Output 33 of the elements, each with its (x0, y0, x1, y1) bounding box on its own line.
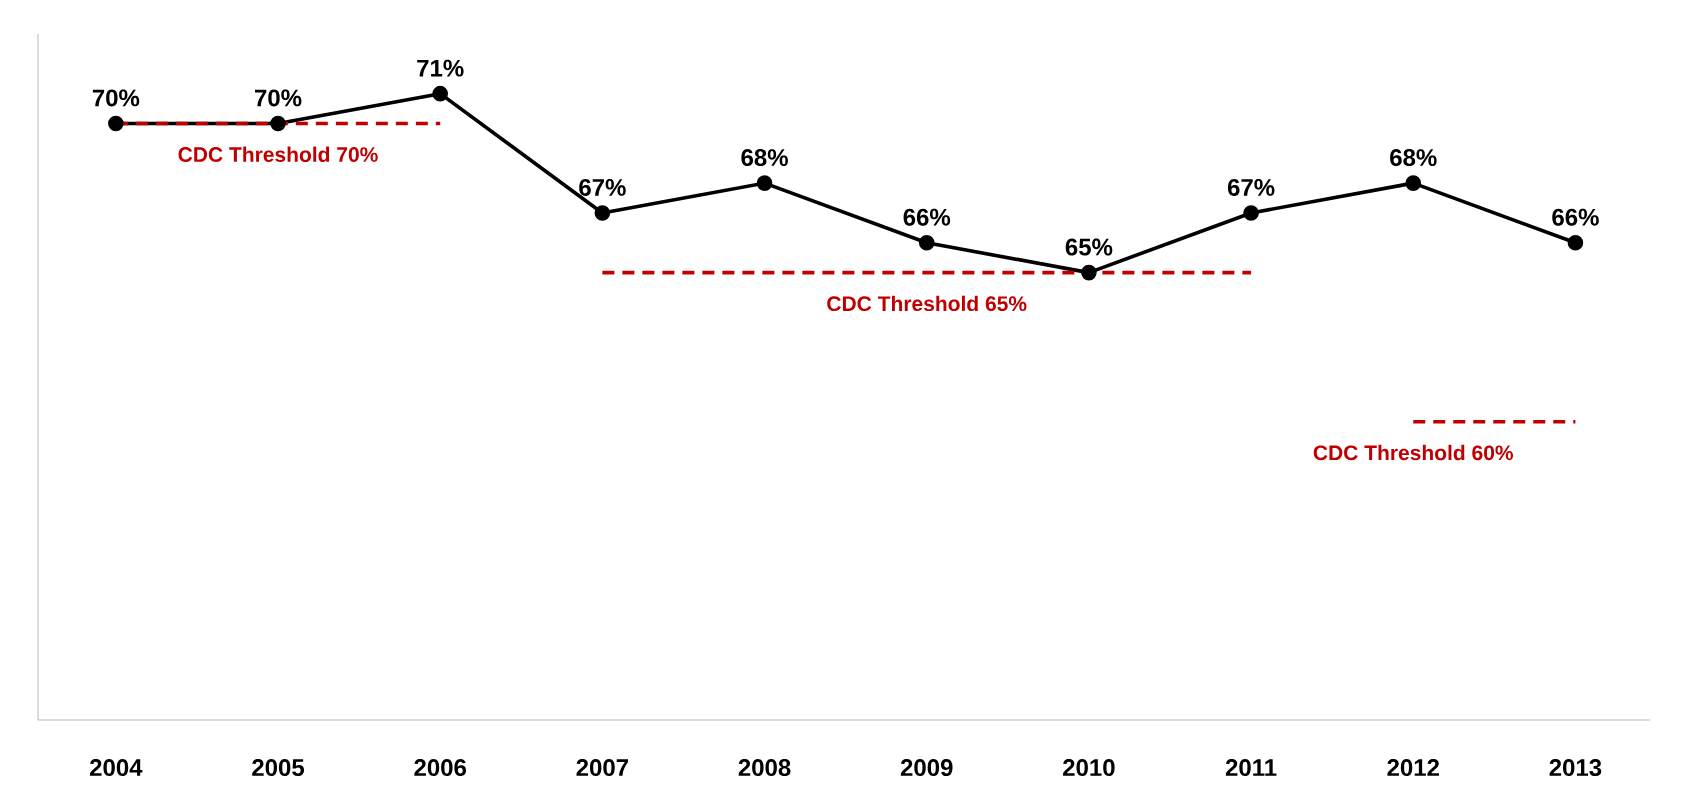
point (270, 115, 286, 132)
x-tick-label: 2004 (90, 759, 143, 777)
data-label: 68% (741, 149, 788, 167)
x-tick-label: 2011 (1225, 759, 1277, 777)
data-label: 70% (92, 89, 140, 107)
x-tick-label: 2010 (1063, 759, 1115, 777)
x-tick-label: 2008 (738, 759, 791, 777)
point (432, 85, 448, 102)
point (594, 205, 611, 221)
data-label: 68% (1390, 149, 1437, 167)
data-label: 66% (1552, 208, 1599, 226)
data-label: 67% (1227, 178, 1275, 196)
point (1567, 234, 1584, 251)
x-tick-label: 2009 (900, 759, 953, 777)
data-label: 71% (417, 59, 464, 77)
x-tick-label: 2013 (1549, 759, 1602, 777)
x-tick-label: 2006 (414, 759, 467, 777)
annotation: CDC Threshold 65% (827, 295, 1027, 312)
point (756, 175, 773, 191)
x-tick-label: 2007 (576, 759, 629, 777)
x-tick-label: 2005 (252, 759, 305, 777)
data-label: 70% (255, 89, 302, 107)
point (108, 115, 124, 132)
point (1405, 175, 1422, 191)
annotation: CDC Threshold 60% (1313, 444, 1514, 461)
data-label: 65% (1065, 238, 1113, 256)
x-tick-label: 2012 (1387, 759, 1439, 777)
point (918, 234, 935, 251)
data-label: 66% (903, 208, 951, 226)
point (1081, 264, 1097, 281)
data-label: 67% (579, 178, 626, 196)
point (1243, 205, 1259, 221)
annotation: CDC Threshold 70% (178, 146, 378, 162)
